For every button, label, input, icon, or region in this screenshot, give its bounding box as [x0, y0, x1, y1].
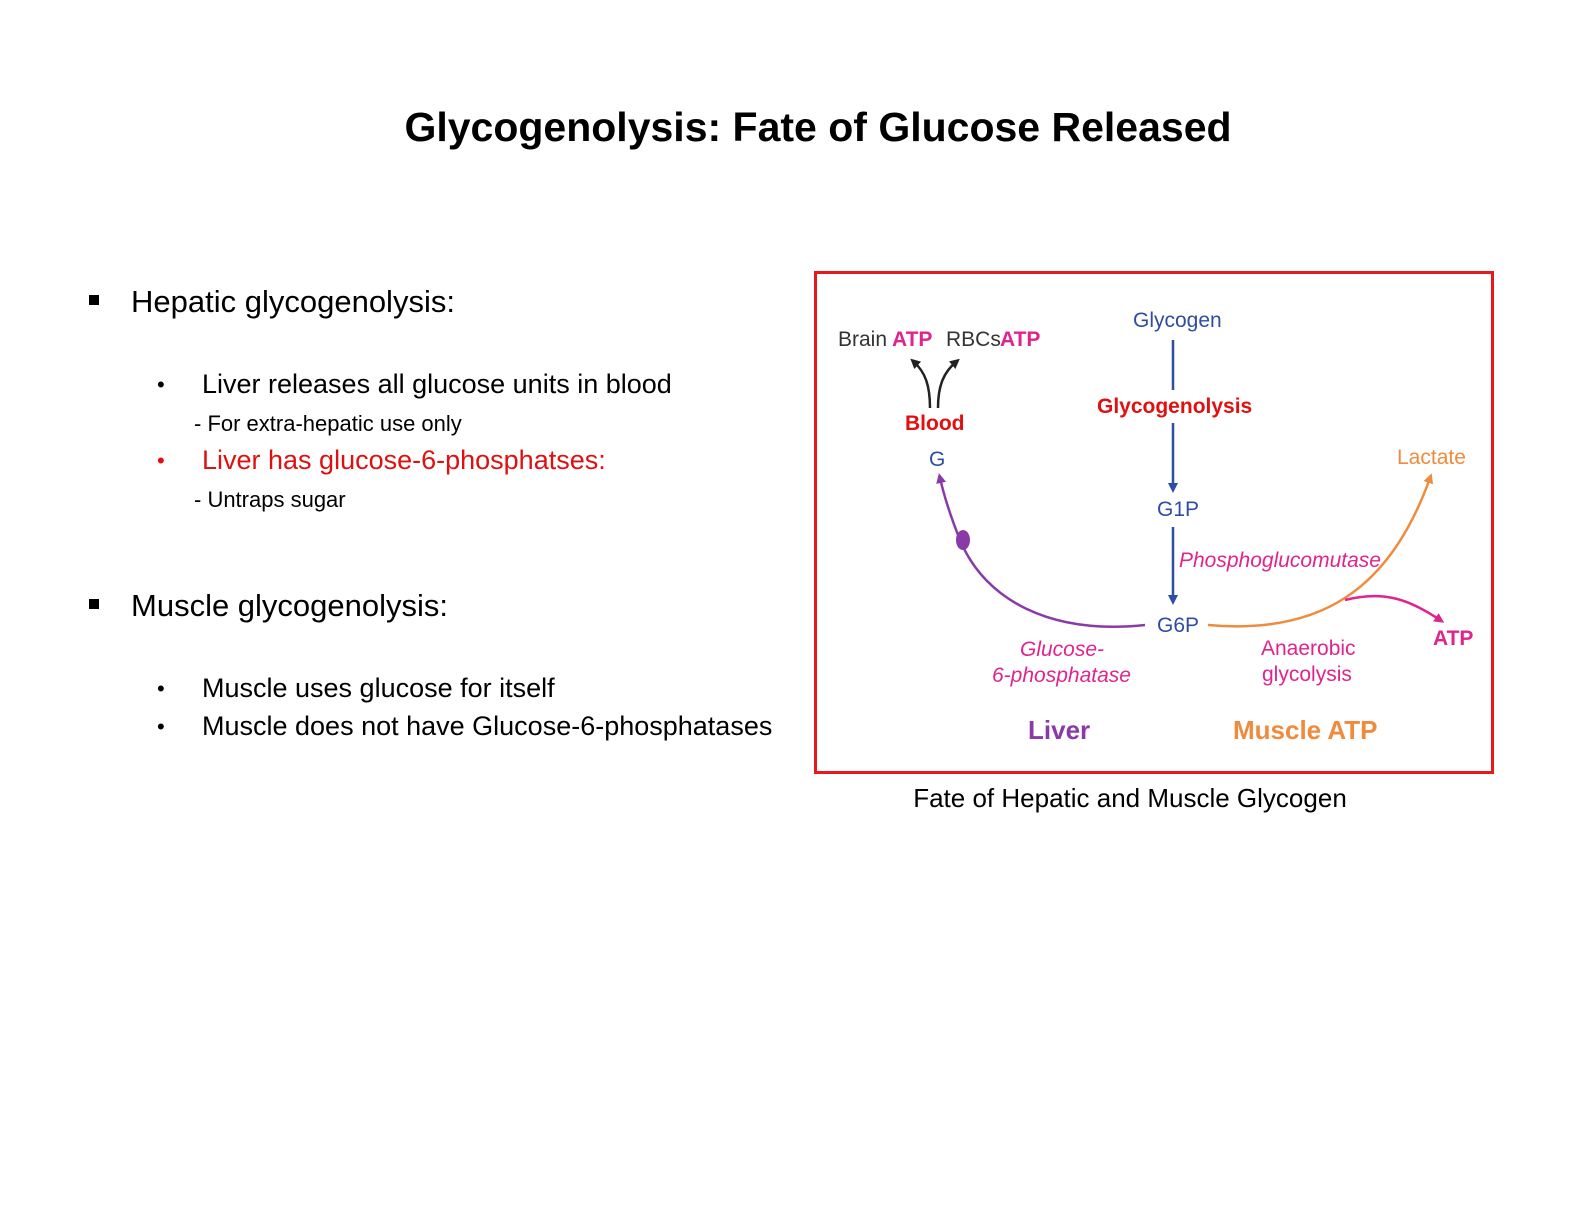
- figure-caption: Fate of Hepatic and Muscle Glycogen: [913, 783, 1347, 813]
- atp-yield-arrow: [1344, 594, 1445, 623]
- glucose-6-phosphatase-line2: 6-phosphatase: [992, 664, 1131, 687]
- hepatic-point-2: Liver has glucose-6-phosphatses:: [202, 445, 606, 475]
- muscle-heading: Muscle glycogenolysis:: [131, 588, 449, 623]
- muscle-point-2: Muscle does not have Glucose-6-phosphata…: [202, 711, 773, 741]
- bullet-dot-icon: •: [157, 448, 165, 473]
- rbcs-atp-label: ATP: [1000, 328, 1040, 351]
- diagram-svg: Brain ATP RBCs ATP Blood G Glycogen Glyc…: [838, 309, 1473, 745]
- g1p-label: G1P: [1157, 498, 1199, 521]
- brain-label: Brain: [838, 328, 887, 351]
- bullet-dot-icon: •: [157, 714, 165, 739]
- glycogen-label: Glycogen: [1133, 309, 1222, 332]
- blood-to-brain-arrow: [910, 358, 932, 409]
- g6p-label: G6P: [1157, 614, 1199, 637]
- muscle-pathway-arrow: [1207, 473, 1434, 628]
- enzyme-dot-icon: [956, 530, 970, 550]
- phosphoglucomutase-label: Phosphoglucomutase: [1179, 549, 1381, 572]
- hepatic-point-1-sub: - For extra-hepatic use only: [194, 411, 462, 436]
- bullet-dot-icon: •: [157, 676, 165, 701]
- blood-label: Blood: [905, 412, 964, 435]
- bullet-dot-icon: •: [157, 372, 165, 397]
- hepatic-point-2-sub: - Untraps sugar: [194, 487, 346, 512]
- muscle-atp-yield-label: ATP: [1433, 627, 1473, 650]
- anaerobic-line2: glycolysis: [1262, 663, 1352, 686]
- muscle-atp-label: Muscle ATP: [1233, 715, 1377, 745]
- brain-atp-label: ATP: [892, 328, 932, 351]
- liver-pathway-arrow: [936, 473, 1146, 628]
- square-bullet-icon: [89, 295, 99, 305]
- blood-to-rbcs-arrow: [936, 358, 960, 409]
- rbcs-label: RBCs: [946, 328, 1001, 351]
- square-bullet-icon: [89, 599, 99, 609]
- hepatic-heading: Hepatic glycogenolysis:: [131, 284, 455, 319]
- glycogen-fate-diagram: Brain ATP RBCs ATP Blood G Glycogen Glyc…: [814, 271, 1494, 774]
- lactate-label: Lactate: [1397, 446, 1466, 469]
- glycogenolysis-label: Glycogenolysis: [1097, 395, 1252, 418]
- glucose-6-phosphatase-line1: Glucose-: [1020, 638, 1104, 661]
- anaerobic-line1: Anaerobic: [1261, 637, 1356, 660]
- glucose-g-label: G: [929, 448, 945, 471]
- liver-label: Liver: [1028, 715, 1090, 745]
- muscle-point-1: Muscle uses glucose for itself: [202, 673, 555, 703]
- hepatic-point-1: Liver releases all glucose units in bloo…: [202, 369, 672, 399]
- slide-title: Glycogenolysis: Fate of Glucose Released: [404, 104, 1232, 150]
